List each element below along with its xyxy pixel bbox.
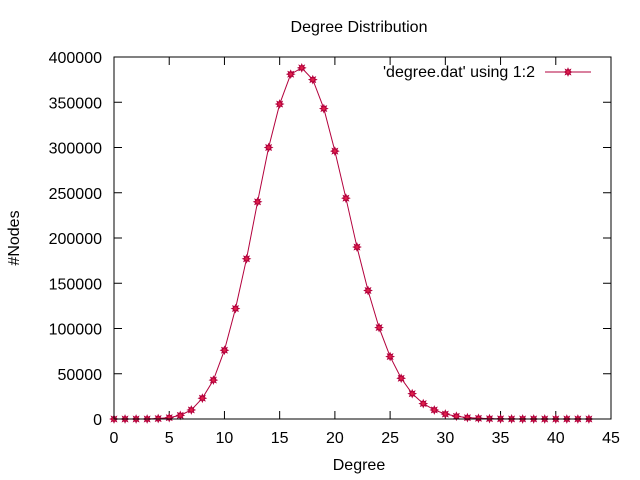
plot-frame bbox=[113, 56, 612, 420]
y-tick-label: 350000 bbox=[49, 95, 102, 112]
data-point bbox=[252, 196, 263, 207]
data-point bbox=[330, 146, 340, 156]
data-point bbox=[418, 398, 429, 409]
x-tick-label: 30 bbox=[436, 430, 454, 447]
x-tick-label: 25 bbox=[381, 430, 399, 447]
x-tick-label: 45 bbox=[602, 430, 620, 447]
x-tick-label: 5 bbox=[165, 430, 174, 447]
data-point bbox=[440, 409, 451, 419]
data-point bbox=[274, 99, 285, 109]
data-point bbox=[396, 373, 407, 384]
data-point bbox=[164, 412, 175, 423]
data-point bbox=[429, 405, 440, 415]
x-tick-label: 10 bbox=[216, 430, 234, 447]
data-point bbox=[363, 285, 373, 296]
x-tick-label: 0 bbox=[110, 430, 119, 447]
data-point bbox=[296, 62, 307, 73]
series-line bbox=[114, 67, 589, 420]
y-tick-label: 400000 bbox=[49, 50, 102, 67]
data-point bbox=[374, 322, 384, 333]
legend-marker bbox=[563, 67, 573, 77]
series-layer bbox=[109, 62, 594, 424]
legend: 'degree.dat' using 1:2 bbox=[383, 64, 591, 81]
data-point bbox=[186, 405, 197, 415]
y-tick-label: 100000 bbox=[49, 322, 102, 339]
data-point bbox=[473, 413, 484, 424]
y-axis-label: #Nodes bbox=[6, 210, 23, 265]
legend-label: 'degree.dat' using 1:2 bbox=[383, 64, 535, 81]
data-point bbox=[341, 193, 351, 204]
data-point bbox=[451, 411, 462, 422]
data-point bbox=[318, 103, 329, 114]
data-point bbox=[230, 303, 241, 314]
y-tick-label: 0 bbox=[93, 412, 102, 429]
data-point bbox=[307, 74, 318, 85]
y-tick-label: 50000 bbox=[58, 367, 103, 384]
data-point bbox=[208, 375, 219, 385]
data-point bbox=[175, 410, 186, 421]
data-point bbox=[385, 351, 395, 362]
y-tick-label: 200000 bbox=[49, 231, 102, 248]
y-tick-label: 250000 bbox=[49, 186, 102, 203]
data-point bbox=[462, 412, 473, 423]
data-point bbox=[263, 142, 274, 153]
x-tick-label: 35 bbox=[492, 430, 510, 447]
y-tick-label: 300000 bbox=[49, 141, 102, 158]
data-point bbox=[241, 253, 252, 264]
x-tick-label: 20 bbox=[326, 430, 344, 447]
x-tick-label: 15 bbox=[271, 430, 289, 447]
data-point bbox=[219, 345, 230, 356]
x-tick-label: 40 bbox=[547, 430, 565, 447]
x-axis-label: Degree bbox=[333, 457, 386, 474]
data-point bbox=[352, 242, 362, 252]
chart-title: Degree Distribution bbox=[291, 19, 428, 36]
data-point bbox=[197, 393, 208, 404]
data-point bbox=[285, 69, 296, 80]
y-tick-label: 150000 bbox=[49, 276, 102, 293]
data-point bbox=[407, 388, 418, 399]
axis-ticks: 0 5 10 15 20 25 30 35 40 45 0 50000 100000 150000 2000… bbox=[49, 50, 620, 447]
